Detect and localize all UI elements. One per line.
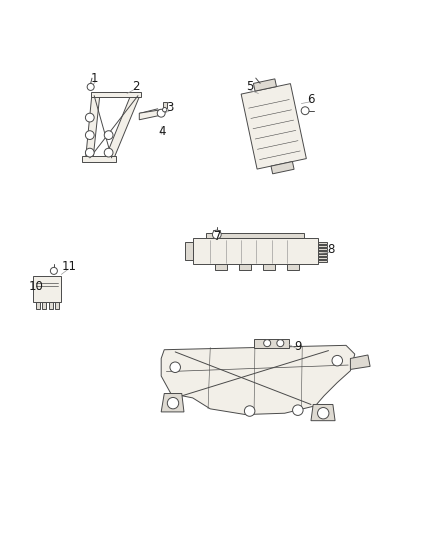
Circle shape xyxy=(170,362,180,373)
Text: 4: 4 xyxy=(158,125,166,138)
Text: 2: 2 xyxy=(132,79,140,93)
Polygon shape xyxy=(263,264,275,270)
Text: 3: 3 xyxy=(166,101,173,115)
Circle shape xyxy=(50,268,57,274)
Polygon shape xyxy=(161,345,355,415)
Polygon shape xyxy=(350,355,370,369)
Polygon shape xyxy=(318,245,327,247)
Polygon shape xyxy=(85,93,100,160)
Polygon shape xyxy=(239,264,251,270)
Circle shape xyxy=(157,109,165,117)
Text: 8: 8 xyxy=(327,244,334,256)
Polygon shape xyxy=(185,243,193,260)
Circle shape xyxy=(212,230,221,239)
Polygon shape xyxy=(55,302,59,309)
Circle shape xyxy=(293,405,303,415)
Circle shape xyxy=(85,148,94,157)
Text: 9: 9 xyxy=(294,340,302,353)
Polygon shape xyxy=(206,233,304,238)
Text: 11: 11 xyxy=(62,260,77,273)
Polygon shape xyxy=(82,156,116,162)
Circle shape xyxy=(167,398,179,409)
Polygon shape xyxy=(318,251,327,253)
Polygon shape xyxy=(318,257,327,259)
Circle shape xyxy=(264,340,271,346)
Polygon shape xyxy=(163,102,167,108)
Text: 1: 1 xyxy=(90,71,98,85)
Circle shape xyxy=(85,113,94,122)
Circle shape xyxy=(244,406,255,416)
Polygon shape xyxy=(254,79,276,91)
Polygon shape xyxy=(91,92,141,96)
Polygon shape xyxy=(193,238,318,264)
Polygon shape xyxy=(33,276,61,302)
Polygon shape xyxy=(104,93,140,160)
Polygon shape xyxy=(36,302,40,309)
Polygon shape xyxy=(271,161,294,174)
Polygon shape xyxy=(287,264,299,270)
Text: 5: 5 xyxy=(246,80,253,93)
Polygon shape xyxy=(215,264,227,270)
Circle shape xyxy=(332,356,343,366)
Circle shape xyxy=(162,108,167,112)
Polygon shape xyxy=(318,254,327,256)
Circle shape xyxy=(85,131,94,140)
Circle shape xyxy=(104,148,113,157)
Polygon shape xyxy=(318,241,327,244)
Polygon shape xyxy=(49,302,53,309)
Circle shape xyxy=(87,84,94,91)
Polygon shape xyxy=(42,302,46,309)
Circle shape xyxy=(301,107,309,115)
Polygon shape xyxy=(318,260,327,262)
Circle shape xyxy=(277,340,284,346)
Circle shape xyxy=(104,131,113,140)
Circle shape xyxy=(318,408,329,419)
Polygon shape xyxy=(254,339,289,348)
Text: 6: 6 xyxy=(307,93,315,106)
Polygon shape xyxy=(139,110,161,120)
Polygon shape xyxy=(311,405,335,421)
Text: 7: 7 xyxy=(214,230,222,243)
Text: 10: 10 xyxy=(28,280,43,293)
Polygon shape xyxy=(161,393,184,412)
Polygon shape xyxy=(241,84,306,169)
Polygon shape xyxy=(318,248,327,250)
